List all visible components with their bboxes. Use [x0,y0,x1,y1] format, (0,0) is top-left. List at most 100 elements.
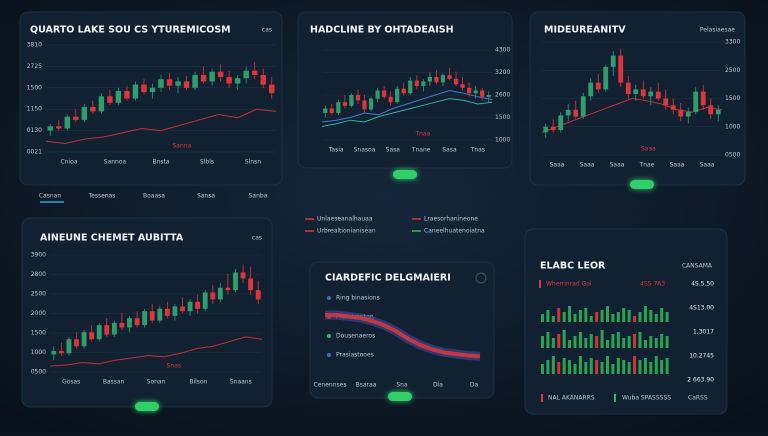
footer-flag [541,394,543,402]
y-label: 1000 [31,349,46,356]
candle-body [166,79,173,86]
candle-body [111,322,117,335]
volume-bar [551,356,555,374]
volume-bar [654,356,658,374]
volume-bar [578,310,582,322]
candle-body [225,287,231,291]
right-value: 4S13.00 [689,305,714,312]
volume-bar [541,364,544,374]
volume-bar [541,314,544,322]
candle-body [329,108,334,113]
panel-badge: cas [252,235,262,242]
volume-bar [568,340,572,348]
candle-body [408,80,413,94]
volume-bar [660,360,664,374]
tab-label: Boaasa [143,193,165,200]
volume-bar [622,308,626,322]
y-label: 2600 [495,92,510,99]
volume-bar [568,306,572,322]
candle-body [172,306,178,316]
x-label: Saaa [580,162,595,169]
candle-body [678,109,684,117]
item-label: Ring binasions [336,295,380,302]
item-label: Prasiastooes [336,352,374,359]
volume-bar [611,334,615,348]
candle-body [595,82,601,90]
candle-body [251,70,258,75]
volume-bar [611,364,615,374]
legend-label: Urbrealtionianisean [317,228,376,235]
candle-body [550,126,556,131]
panel-title: AINEUNE CHEMET AUBITTA [40,233,184,244]
volume-bar [573,336,577,348]
volume-bar [595,360,599,374]
y-label: 4300 [495,47,510,54]
candle-body [473,90,478,94]
volume-bar [643,306,647,322]
volume-bar [622,338,626,348]
panel-badge: Pelasiaesae [700,27,735,34]
candle-body [175,81,181,86]
x-label: Saaa [550,162,565,169]
volume-bar [562,358,566,374]
candle-body [336,102,341,113]
right-value: 4S.5.50 [691,281,714,288]
volume-bar [622,360,626,374]
y-label: 2500 [725,67,740,74]
candle-body [243,70,249,79]
candle-body [685,112,691,117]
candle-body [342,102,347,106]
candle-body [81,107,88,120]
y-label: 1500 [31,330,46,337]
volume-bar [557,362,561,374]
tab-label: Tessenas [88,193,116,200]
y-label: 2500 [31,291,46,298]
candle-body [56,126,62,129]
volume-bar [573,314,577,322]
candle-body [401,88,406,94]
candle-body [209,71,215,82]
candle-body [693,91,699,113]
status-pill [135,402,159,411]
candle-body [670,105,676,110]
legend-label: Unlaeseanalhauaa [317,216,373,223]
panel-title: QUARTO LAKE SOU CS YTUREMICOSM [30,25,231,36]
item-dot [327,353,331,357]
flow-line [325,313,481,359]
x-label: Sasa [442,147,457,154]
volume-bar [616,312,620,322]
footer-flag [614,394,616,402]
candle-body [240,272,246,279]
candle-body [81,332,87,347]
candle-body [663,98,669,106]
volume-bar [606,306,609,322]
candle-body [195,301,201,309]
footer-label: CaRSS [688,395,708,402]
panel-title: CIARDEFIC DELGMAIERI [325,273,451,284]
volume-bar [606,356,609,374]
x-label: Sna [396,382,408,389]
candle-body [164,308,170,316]
candle-body [217,287,223,300]
y-label: 3300 [725,39,740,46]
volume-bar [638,312,642,322]
x-label: Tnae [639,162,655,169]
candle-body [388,96,393,103]
item-dot [327,334,331,338]
row-flag [539,280,541,288]
y-label: 1500 [27,84,42,91]
chart-note: Tnaa [415,131,431,138]
candle-body [447,75,452,79]
candle-body [715,109,721,115]
y-label: 3900 [31,252,46,259]
volume-bar [551,338,555,348]
y-label: 2000 [31,310,46,317]
x-label: Bsaraa [356,382,377,389]
volume-bar [606,340,609,348]
volume-bar [643,358,647,374]
volume-bar [557,308,561,322]
candle-body [610,55,616,67]
candle-body [543,126,549,133]
candle-body [434,77,439,83]
